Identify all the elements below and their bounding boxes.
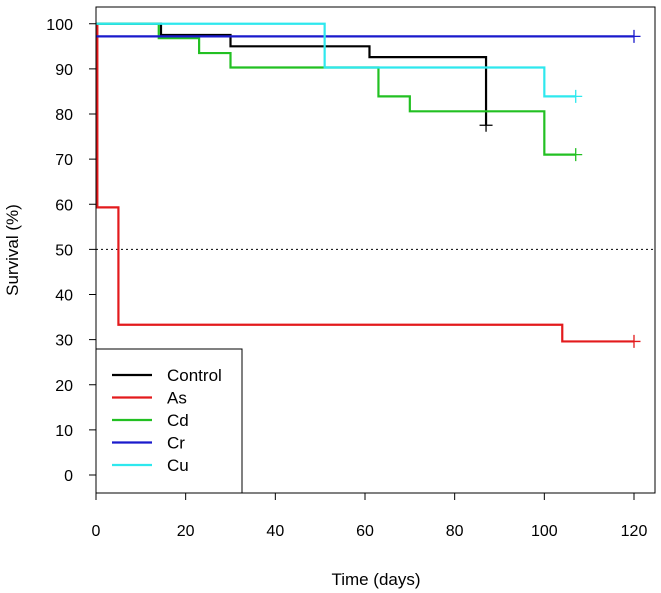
legend-label-cu: Cu [167,456,189,475]
censor-mark-cr [627,29,641,43]
censor-mark-cd [569,148,583,162]
x-tick-label: 100 [531,523,558,540]
y-tick-label: 50 [55,242,73,259]
y-tick-label: 20 [55,378,73,395]
x-tick-label: 80 [446,523,464,540]
series-line-control [96,22,488,126]
y-tick-label: 80 [55,107,73,124]
y-tick-label: 30 [55,333,73,350]
legend-label-control: Control [167,366,222,385]
x-tick-label: 40 [266,523,284,540]
plot-frame [95,6,656,494]
series-layer [96,22,641,348]
series-line-as [96,22,634,343]
x-axis-label: Time (days) [331,570,420,589]
y-tick-label: 60 [55,197,73,214]
series-line-cu [96,22,576,98]
axes: 0 20 40 60 80 100 120 0 10 20 30 40 50 60 70 80 90 100 [46,6,656,540]
censor-mark-as [627,334,641,348]
legend-label-as: As [167,389,187,408]
x-tick-label: 120 [621,523,648,540]
y-tick-label: 10 [55,423,73,440]
y-tick-label: 0 [64,468,73,485]
series-line-cd [96,22,576,156]
legend-label-cd: Cd [167,411,189,430]
x-tick-label: 20 [177,523,195,540]
y-axis-label: Survival (%) [3,204,22,296]
y-tick-label: 90 [55,62,73,79]
x-tick-label: 0 [92,523,101,540]
x-tick-label: 60 [356,523,374,540]
legend-label-cr: Cr [167,434,185,453]
y-tick-label: 70 [55,152,73,169]
censor-mark-control [479,118,493,132]
y-tick-label: 100 [46,17,73,34]
y-tick-label: 40 [55,288,73,305]
censor-mark-cu [569,89,583,103]
legend: Control As Cd Cr Cu [95,348,243,494]
